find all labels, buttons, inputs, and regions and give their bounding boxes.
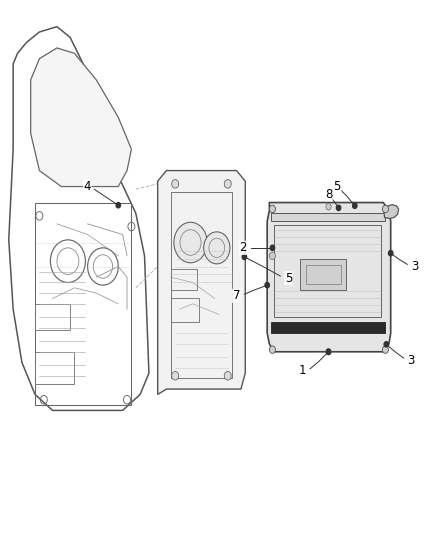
Circle shape [172, 180, 179, 188]
Circle shape [174, 222, 207, 263]
Polygon shape [300, 259, 346, 290]
Circle shape [353, 203, 357, 208]
Text: 5: 5 [285, 272, 292, 285]
Text: 3: 3 [407, 354, 415, 367]
Text: 4: 4 [84, 180, 91, 193]
Text: 8: 8 [325, 188, 332, 200]
Circle shape [326, 204, 331, 210]
Text: 5: 5 [334, 180, 341, 192]
Circle shape [336, 205, 341, 211]
Circle shape [204, 232, 230, 264]
Text: 3: 3 [411, 260, 418, 273]
Circle shape [384, 342, 389, 347]
Circle shape [172, 372, 179, 380]
Circle shape [382, 346, 389, 353]
Polygon shape [31, 48, 131, 187]
Text: 2: 2 [240, 241, 247, 254]
Circle shape [326, 349, 331, 354]
Polygon shape [267, 203, 391, 352]
Circle shape [242, 254, 247, 260]
Circle shape [265, 282, 269, 288]
Text: 1: 1 [299, 365, 307, 377]
Circle shape [326, 349, 331, 355]
Circle shape [224, 180, 231, 188]
Circle shape [389, 251, 393, 256]
Circle shape [224, 372, 231, 380]
Circle shape [270, 245, 275, 251]
Polygon shape [384, 205, 399, 219]
Circle shape [269, 346, 276, 353]
Circle shape [382, 205, 389, 213]
Polygon shape [158, 171, 245, 394]
Circle shape [269, 205, 276, 213]
Circle shape [269, 252, 276, 260]
Circle shape [116, 203, 120, 208]
Polygon shape [271, 213, 385, 221]
Text: 7: 7 [233, 289, 240, 302]
Polygon shape [271, 322, 385, 333]
